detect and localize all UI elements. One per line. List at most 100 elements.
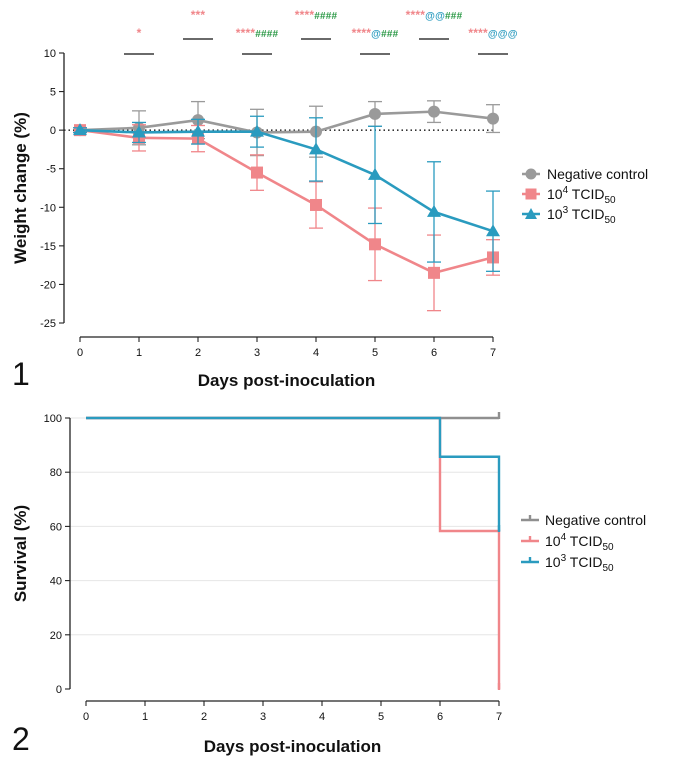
legend-label: 103 TCID50 bbox=[547, 205, 616, 226]
y-tick-label: -10 bbox=[40, 202, 56, 214]
data-point bbox=[73, 123, 87, 136]
legend-label-main: 10 bbox=[547, 186, 563, 202]
significance-label: ****@### bbox=[352, 26, 399, 40]
significance-mark: @@ bbox=[425, 11, 445, 22]
significance-mark: ### bbox=[381, 29, 399, 40]
significance-mark: **** bbox=[468, 26, 488, 40]
legend-label-sup: 4 bbox=[561, 532, 567, 543]
survival-panel: 100 80 60 40 20 0 0 1 2 3 4 5 6 7 Survival (%) Days pos… bbox=[11, 412, 646, 757]
significance-mark: *** bbox=[191, 8, 206, 22]
survival-step-line bbox=[86, 416, 501, 532]
y-tick-label: 0 bbox=[56, 684, 62, 696]
legend-label-sub: 50 bbox=[602, 542, 614, 553]
significance-mark: **** bbox=[295, 8, 315, 22]
y-tick-label: 100 bbox=[44, 413, 62, 425]
y-tick-label: -15 bbox=[40, 241, 56, 253]
x-tick-label: 2 bbox=[201, 711, 207, 723]
x-tick-label: 4 bbox=[319, 711, 325, 723]
x-tick-label: 6 bbox=[431, 347, 437, 359]
data-point bbox=[487, 112, 499, 125]
x-tick-label: 4 bbox=[313, 347, 319, 359]
data-point bbox=[486, 224, 500, 237]
x-tick-label: 1 bbox=[136, 347, 142, 359]
significance-mark: @@@ bbox=[488, 29, 518, 40]
legend-label-main: 10 bbox=[545, 533, 561, 549]
x-tick-label: 0 bbox=[77, 347, 83, 359]
legend-label-sup: 3 bbox=[563, 205, 569, 216]
x-tick-label: 6 bbox=[437, 711, 443, 723]
legend-label-sup: 4 bbox=[563, 185, 569, 196]
significance-mark: **** bbox=[352, 26, 372, 40]
data-point bbox=[428, 266, 440, 279]
y-tick-label: 80 bbox=[50, 467, 62, 479]
legend-label-unit: TCID bbox=[566, 554, 602, 570]
significance-label: ****@@### bbox=[406, 8, 463, 22]
legend-label: 103 TCID50 bbox=[545, 553, 614, 574]
data-point bbox=[250, 124, 264, 137]
y-axis-title: Survival (%) bbox=[11, 505, 30, 602]
legend-label-sub: 50 bbox=[604, 215, 616, 226]
x-tick-label: 1 bbox=[142, 711, 148, 723]
panel-number: 1 bbox=[12, 356, 30, 392]
data-point bbox=[369, 107, 381, 120]
legend-label-sup: 3 bbox=[561, 553, 567, 564]
legend-label-main: 10 bbox=[547, 206, 563, 222]
y-tick-label: -5 bbox=[46, 164, 56, 176]
legend-label-main: 10 bbox=[545, 554, 561, 570]
significance-mark: #### bbox=[255, 29, 278, 40]
significance-label: ****@@@ bbox=[468, 26, 517, 40]
survival-step-line bbox=[86, 416, 501, 689]
significance-mark: #### bbox=[314, 11, 337, 22]
legend-label: Negative control bbox=[545, 512, 646, 528]
significance-mark: @ bbox=[371, 29, 381, 40]
legend-label-unit: TCID bbox=[568, 186, 604, 202]
series-line bbox=[79, 110, 494, 134]
significance-label: ****#### bbox=[295, 8, 338, 22]
data-point bbox=[309, 142, 323, 155]
x-tick-label: 3 bbox=[254, 347, 260, 359]
data-point bbox=[191, 124, 205, 137]
data-point bbox=[428, 105, 440, 118]
y-axis-title: Weight change (%) bbox=[11, 112, 30, 264]
y-tick-label: 60 bbox=[50, 521, 62, 533]
y-tick-label: 0 bbox=[50, 125, 56, 137]
significance-mark: **** bbox=[406, 8, 426, 22]
data-point bbox=[251, 166, 263, 179]
legend-label-sub: 50 bbox=[604, 195, 616, 206]
panel-number: 2 bbox=[12, 721, 30, 757]
significance-mark: * bbox=[137, 26, 142, 40]
legend-label-sub: 50 bbox=[602, 563, 614, 574]
series-line bbox=[79, 128, 494, 233]
data-point bbox=[427, 204, 441, 217]
significance-label: ****#### bbox=[236, 26, 279, 40]
series-line bbox=[79, 128, 494, 275]
x-tick-label: 0 bbox=[83, 711, 89, 723]
legend-marker bbox=[525, 188, 537, 200]
y-tick-label: 5 bbox=[50, 87, 56, 99]
y-tick-label: 10 bbox=[44, 48, 56, 60]
x-tick-label: 5 bbox=[378, 711, 384, 723]
x-tick-label: 7 bbox=[496, 711, 502, 723]
legend-marker bbox=[525, 208, 537, 219]
significance-mark: ### bbox=[445, 11, 463, 22]
y-tick-label: 40 bbox=[50, 576, 62, 588]
significance-label: *** bbox=[191, 8, 206, 22]
x-tick-label: 2 bbox=[195, 347, 201, 359]
legend-label: Negative control bbox=[547, 166, 648, 182]
data-point bbox=[310, 198, 322, 211]
legend-marker bbox=[525, 168, 537, 180]
legend-label: 104 TCID50 bbox=[545, 532, 614, 553]
legend-label-main: Negative control bbox=[547, 166, 648, 182]
y-tick-label: -25 bbox=[40, 318, 56, 330]
y-tick-label: -20 bbox=[40, 279, 56, 291]
y-tick-label: 20 bbox=[50, 630, 62, 642]
legend-label-main: Negative control bbox=[545, 512, 646, 528]
x-axis-title: Days post-inoculation bbox=[204, 737, 382, 756]
x-tick-label: 7 bbox=[490, 347, 496, 359]
significance-label: * bbox=[137, 26, 142, 40]
significance-mark: **** bbox=[236, 26, 256, 40]
